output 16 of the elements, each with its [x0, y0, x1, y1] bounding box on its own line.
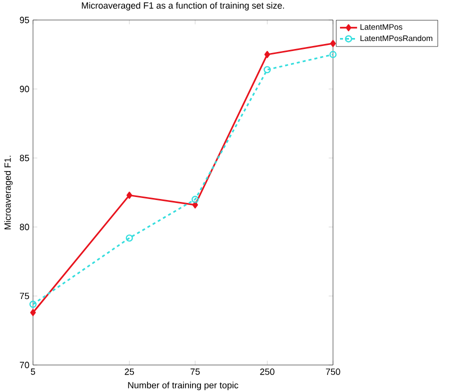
y-tick-label: 90 [20, 86, 30, 92]
x-tick-label: 750 [326, 368, 340, 375]
x-tick-label: 25 [124, 368, 134, 375]
x-axis-title: Number of training per topic [128, 382, 238, 390]
x-tick-label: 250 [260, 368, 274, 375]
y-tick-label: 85 [20, 154, 30, 162]
x-tick-label: 75 [190, 368, 200, 375]
y-tick-label: 75 [20, 292, 30, 300]
x-tick-label: 5 [30, 368, 36, 375]
chart-title: Microaveraged F1 as a function of training set size. [82, 2, 284, 10]
y-axis-title: Microaveraged F1. [4, 156, 13, 230]
y-tick-label: 95 [20, 16, 30, 24]
legend-label: LatentMPos [360, 24, 402, 30]
legend-label: LatentMPosRandom [360, 35, 432, 42]
y-tick-label: 80 [20, 224, 30, 230]
y-tick-label: 70 [20, 362, 30, 368]
